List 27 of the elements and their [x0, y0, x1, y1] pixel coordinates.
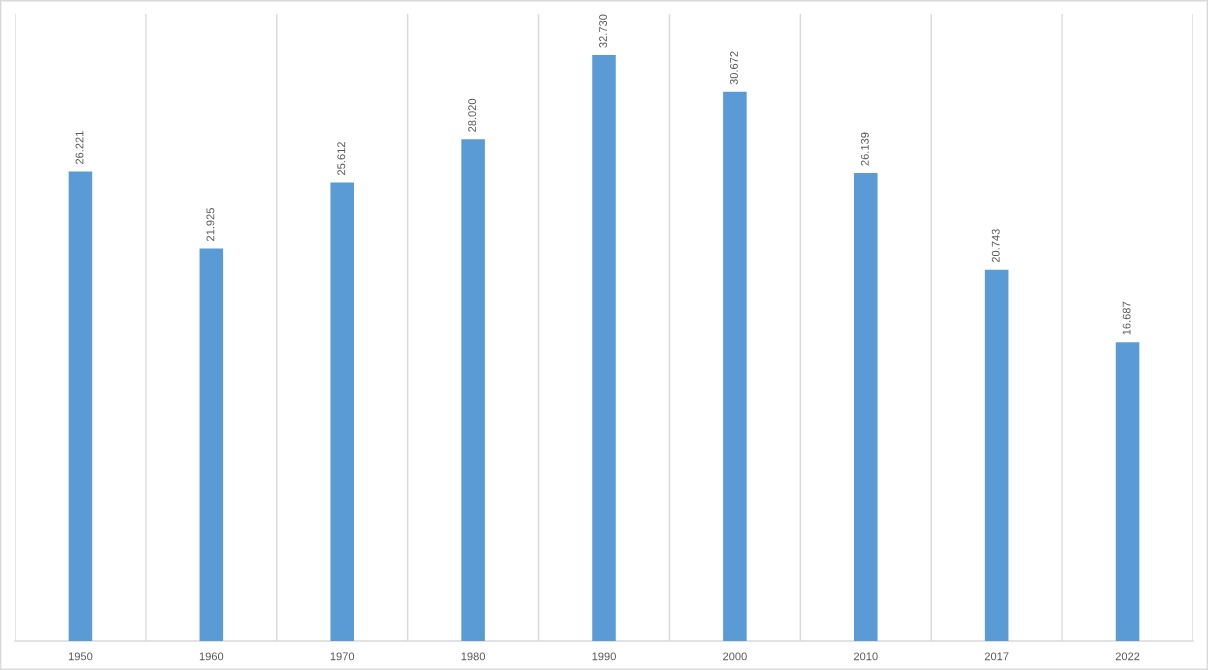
data-label: 30.672 — [730, 51, 738, 85]
x-tick-label: 2022 — [1115, 652, 1140, 661]
bar — [461, 139, 485, 641]
data-label: 25.612 — [337, 142, 346, 175]
x-tick-label: 2017 — [984, 652, 1009, 661]
bar — [592, 55, 616, 641]
bar — [723, 91, 747, 641]
data-label: 16.687 — [1122, 301, 1131, 335]
bar — [68, 171, 93, 641]
bar — [330, 182, 354, 641]
bar — [984, 269, 1009, 641]
x-tick-label: 1960 — [199, 652, 224, 661]
bar — [854, 173, 878, 641]
data-label: 32.730 — [599, 14, 607, 48]
data-label: 28.020 — [468, 98, 477, 132]
data-label: 21.925 — [206, 208, 215, 241]
x-tick-label: 2000 — [723, 652, 747, 661]
data-label: 26.139 — [860, 132, 869, 166]
x-tick-label: 1990 — [592, 652, 616, 661]
x-tick-label: 1950 — [68, 652, 93, 661]
data-label: 20.743 — [991, 229, 1000, 263]
x-tick-label: 2010 — [853, 652, 878, 661]
x-tick-label: 1970 — [330, 652, 355, 661]
bar — [199, 248, 224, 641]
bar — [1115, 342, 1140, 641]
x-tick-label: 1980 — [461, 652, 486, 661]
data-label: 26.221 — [75, 131, 84, 165]
